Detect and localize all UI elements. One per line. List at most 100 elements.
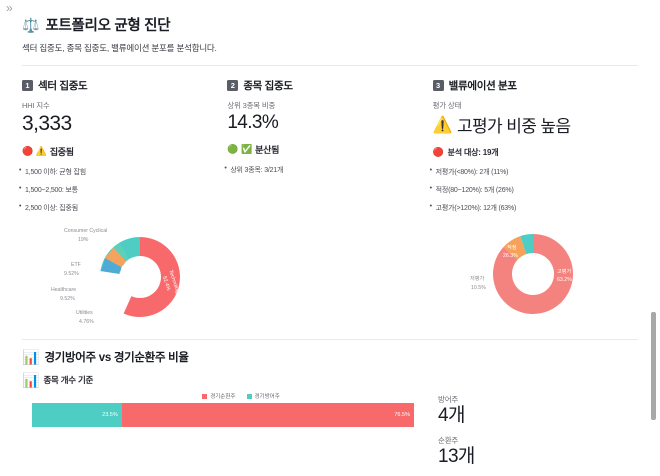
bar-chart-icon: 📊 [22,372,40,389]
red-circle-icon: 🔴 [432,147,444,157]
bottom-divider [22,339,638,341]
column-3-title: 밸류에이션 분포 [448,80,517,92]
page-scrollbar-track[interactable] [651,0,658,432]
donut-label-consumer-cyclical-value: 19% [78,237,89,243]
valuation-breakdown-list: 저평가(<80%): 2개 (11%) 적정(80~120%): 5개 (26%… [430,167,630,213]
warning-icon: ⚠️ [432,116,453,134]
list-item: 1,500~2,500: 보통 [19,185,219,195]
column-2-number-badge: 2 [227,80,239,91]
warning-icon: ⚠️ [35,146,47,157]
donut-slice-utilities [113,242,130,262]
sector-threshold-list: 1,500 이하: 균형 잡힘 1,500~2,500: 보통 2,500 이상… [19,167,219,213]
list-item: 고평가(>120%): 12개 (63%) [430,203,630,213]
donut-label-consumer-cyclical-name: Consumer Cyclical [64,228,107,234]
legend-item-cyclical[interactable]: 경기순환주 [202,392,236,401]
check-mark-icon: ✅ [241,143,253,154]
top3-weight-value: 14.3% [227,112,279,133]
donut-label-overvalued-value: 63.2% [557,277,572,283]
bar-segment-defensive-label: 23.5% [102,412,118,419]
donut-label-healthcare-value: 9.52% [60,296,75,302]
page-title: 포트폴리오 균형 진단 [45,18,171,34]
legend-item-defensive[interactable]: 경기방어주 [246,392,280,401]
bar-chart-icon: 📊 [22,349,40,366]
bottom-subtitle-row: 📊 종목 개수 기준 [22,373,638,387]
list-item: 상위 3종목: 3/21개 [224,165,424,175]
cyclical-count-value: 13개 [438,445,475,467]
column-sector-concentration: 1 섹터 집중도 HHI 지수 3,333 🔴 ⚠️ 집중됨 1,500 이하:… [19,78,227,329]
donut-label-technology-value: 52.4% [161,276,171,292]
list-item: 2,500 이상: 집중됨 [19,203,219,213]
donut-label-fair-value: 26.3% [503,253,518,259]
sidebar-expand-chevron-icon[interactable]: » [6,1,13,15]
valuation-distribution-donut[interactable]: 고평가 63.2% 적정 26.3% 저평가 10.5% [433,221,630,329]
valuation-status-text: 고평가 비중 높음 [456,117,571,136]
bottom-title-row: 📊 경기방어주 vs 경기순환주 비율 [22,349,638,365]
analysis-count-row: 🔴 분석 대상: 19개 [433,147,630,158]
cyclical-count-label: 순환주 [438,435,459,445]
donut-label-utilities-value: 4.76% [79,319,94,325]
bottom-section-subtitle: 종목 개수 기준 [43,375,94,386]
portfolio-balance-dashboard: » ⚖️ 포트폴리오 균형 진단 섹터 집중도, 종목 집중도, 밸류에이션 분… [0,0,660,432]
defensive-count-value: 4개 [438,405,465,427]
bar-legend: 경기순환주 경기방어주 [22,392,420,400]
sector-status-text: 집중됨 [49,147,74,158]
column-1-number-badge: 1 [22,80,33,91]
green-circle-icon: 🟢 [227,143,239,154]
valuation-donut-slices [492,234,573,314]
donut-slice-fair [503,236,526,260]
legend-label-defensive: 경기방어주 [254,394,280,401]
stacked-bar-track: 23.5% 76.5% [32,403,414,428]
column-1-header: 1 섹터 집중도 [22,78,219,93]
page-scrollbar-thumb[interactable] [651,312,656,420]
sector-donut-svg: Consumer Cyclical 19% ETF 9.52% Healthca… [51,228,181,325]
column-valuation-distribution: 3 밸류에이션 분포 평가 상태 ⚠️ 고평가 비중 높음 🔴 분석 대상: 1… [430,78,638,329]
bottom-side-stats: 방어주 4개 순환주 13개 [420,392,475,476]
column-3-header: 3 밸류에이션 분포 [432,78,630,93]
defensive-count-label: 방어주 [438,395,459,405]
stock-detail-list: 상위 3종목: 3/21개 [224,165,424,175]
legend-swatch-defensive [246,393,252,399]
donut-slice-healthcare [104,247,126,268]
column-3-number-badge: 3 [432,80,444,91]
donut-slice-overvalued [492,234,573,314]
column-1-title: 섹터 집중도 [38,80,88,92]
list-item: 적정(80~120%): 5개 (26%) [430,185,630,195]
donut-label-undervalued-name: 저평가 [470,274,485,282]
hhi-index-label: HHI 지수 [22,101,50,110]
legend-label-cyclical: 경기순환주 [210,394,236,401]
column-stock-concentration: 2 종목 집중도 상위 3종목 비중 14.3% 🟢 ✅ 분산됨 상위 3종목:… [224,78,432,329]
header-divider [22,65,638,66]
sector-donut-slices [100,237,180,318]
column-2-title: 종목 집중도 [243,80,293,92]
analysis-count-text: 분석 대상: 19개 [447,148,499,157]
top3-weight-label: 상위 3종목 비중 [227,101,276,110]
hhi-index-value: 3,333 [22,112,72,135]
bar-segment-cyclical-label: 76.5% [394,412,410,419]
donut-slice-undervalued [519,234,533,255]
list-item: 1,500 이하: 균형 잡힘 [19,167,219,177]
stock-status-text: 분산됨 [255,144,280,155]
bar-segment-defensive[interactable]: 23.5% [32,403,122,428]
defensive-vs-cyclical-section: 📊 경기방어주 vs 경기순환주 비율 📊 종목 개수 기준 경기순환주 경기방… [0,340,660,476]
sector-concentration-donut[interactable]: Consumer Cyclical 19% ETF 9.52% Healthca… [22,221,219,329]
page-subtitle: 섹터 집중도, 종목 집중도, 밸류에이션 분포를 분석합니다. [22,43,217,53]
metrics-columns: 1 섹터 집중도 HHI 지수 3,333 🔴 ⚠️ 집중됨 1,500 이하:… [0,66,660,329]
donut-label-etf-name: ETF [71,262,81,268]
sector-status-row: 🔴 ⚠️ 집중됨 [22,145,219,158]
valuation-status-value: ⚠️ 고평가 비중 높음 [433,112,630,137]
donut-slice-technology [123,237,180,318]
page-title-row: ⚖️ 포트폴리오 균형 진단 [22,14,638,35]
donut-label-undervalued-value: 10.5% [471,285,486,291]
valuation-status-label: 평가 상태 [432,101,462,110]
donut-label-fair-name: 적정 [507,244,517,251]
stock-status-row: 🟢 ✅ 분산됨 [227,143,424,156]
defensive-vs-cyclical-stacked-bar[interactable]: 경기순환주 경기방어주 23.5% 76.5% [22,392,420,476]
bar-segment-cyclical[interactable]: 76.5% [121,403,414,428]
donut-label-utilities-name: Utilities [76,310,93,316]
list-item: 저평가(<80%): 2개 (11%) [430,167,630,177]
column-2-header: 2 종목 집중도 [227,78,424,93]
bottom-section-title: 경기방어주 vs 경기순환주 비율 [44,352,189,365]
scales-icon: ⚖️ [22,16,40,33]
page-header: ⚖️ 포트폴리오 균형 진단 섹터 집중도, 종목 집중도, 밸류에이션 분포를… [0,0,660,54]
donut-slice-etf [100,258,122,275]
